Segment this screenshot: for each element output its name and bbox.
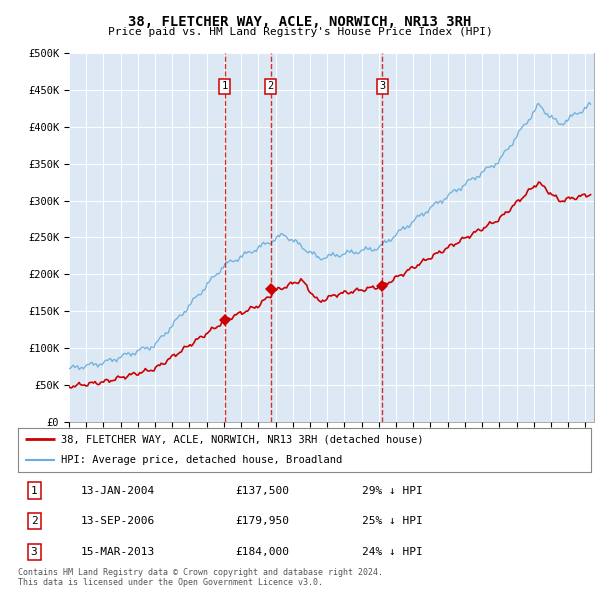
Text: 25% ↓ HPI: 25% ↓ HPI	[362, 516, 422, 526]
Text: 1: 1	[31, 486, 37, 496]
Text: £137,500: £137,500	[236, 486, 290, 496]
Text: 2: 2	[31, 516, 37, 526]
Text: 13-SEP-2006: 13-SEP-2006	[81, 516, 155, 526]
Text: 13-JAN-2004: 13-JAN-2004	[81, 486, 155, 496]
Text: £179,950: £179,950	[236, 516, 290, 526]
Text: HPI: Average price, detached house, Broadland: HPI: Average price, detached house, Broa…	[61, 455, 342, 466]
Text: 38, FLETCHER WAY, ACLE, NORWICH, NR13 3RH (detached house): 38, FLETCHER WAY, ACLE, NORWICH, NR13 3R…	[61, 434, 424, 444]
Text: 3: 3	[379, 81, 386, 91]
Text: 1: 1	[221, 81, 228, 91]
Text: 29% ↓ HPI: 29% ↓ HPI	[362, 486, 422, 496]
Text: Price paid vs. HM Land Registry's House Price Index (HPI): Price paid vs. HM Land Registry's House …	[107, 27, 493, 37]
Text: 2: 2	[268, 81, 274, 91]
Text: £184,000: £184,000	[236, 547, 290, 557]
Text: 3: 3	[31, 547, 37, 557]
Text: 38, FLETCHER WAY, ACLE, NORWICH, NR13 3RH: 38, FLETCHER WAY, ACLE, NORWICH, NR13 3R…	[128, 15, 472, 29]
Text: Contains HM Land Registry data © Crown copyright and database right 2024.
This d: Contains HM Land Registry data © Crown c…	[18, 568, 383, 587]
Text: 24% ↓ HPI: 24% ↓ HPI	[362, 547, 422, 557]
Text: 15-MAR-2013: 15-MAR-2013	[81, 547, 155, 557]
